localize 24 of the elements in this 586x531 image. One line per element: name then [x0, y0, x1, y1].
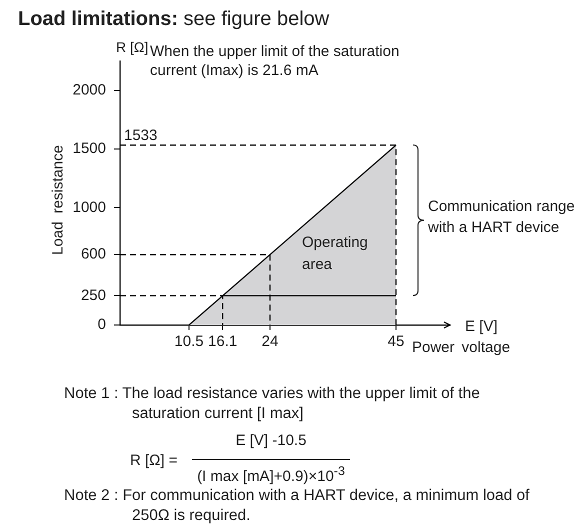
- text: R [Ω]: [116, 38, 148, 57]
- text: E [V] -10.5: [234, 431, 308, 450]
- y-tick-label: 600: [80, 246, 106, 263]
- x-axis-title: Power voltage: [412, 338, 510, 357]
- x-tick-label: 24: [262, 333, 278, 350]
- text: (I max [mA]+0.9)×10$^{-3}$: [192, 459, 350, 485]
- x-tick-label: 45: [388, 333, 404, 350]
- x-tick-label: 16.1: [208, 333, 238, 350]
- y-axis-title: Load resistance: [48, 145, 68, 255]
- y-tick-label: 250: [80, 286, 106, 304]
- annotation: Communication range with a HART device: [428, 197, 576, 238]
- text: R [Ω] =: [130, 451, 178, 470]
- x-tick-label: 10.5: [174, 333, 204, 350]
- chart-title: Load limitations: see figure below: [18, 8, 330, 31]
- text: Note 1 : The load resistance varies with the upper limit of the saturation current [I max]: [64, 384, 481, 424]
- text: Note 2 : For communication with a HART device, a minimum load of 250Ω is required.: [64, 486, 530, 526]
- text: E [V]: [465, 317, 498, 336]
- y-tick-label: 0: [98, 316, 106, 334]
- annotation: When the upper limit of the saturation current (Imax) is 21.6 mA: [150, 42, 400, 80]
- annotation: Operating area: [302, 233, 369, 275]
- y-tick-label: 1000: [72, 198, 106, 216]
- y-tick-label: 2000: [72, 81, 106, 98]
- y-tick-label: 1500: [72, 140, 106, 158]
- annotation: 1533: [124, 126, 158, 144]
